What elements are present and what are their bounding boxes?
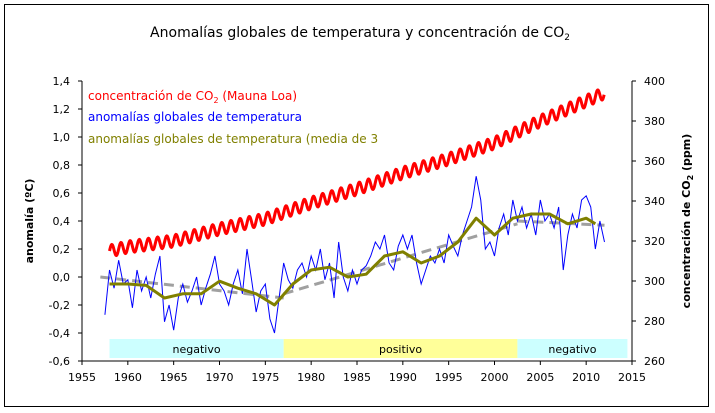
- y2-tick-label: 260: [644, 355, 665, 368]
- legend-temperature-mean: anomalías globales de temperatura (media…: [88, 132, 378, 146]
- x-tick-label: 2000: [481, 371, 509, 384]
- trend-segment-2: [517, 219, 605, 227]
- x-tick-label: 1965: [160, 371, 188, 384]
- band-label-0: negativo: [173, 343, 221, 356]
- series-temperature-mean: [109, 212, 597, 307]
- y2-tick-label: 280: [644, 315, 665, 328]
- y-axis-label: anomalía (ºC): [23, 179, 36, 264]
- y2-tick-label: 320: [644, 235, 665, 248]
- chart-title: Anomalías globales de temperatura y conc…: [150, 25, 570, 43]
- x-tick-label: 2010: [572, 371, 600, 384]
- x-tick-label: 1980: [297, 371, 325, 384]
- band-label-2: negativo: [548, 343, 596, 356]
- y2-tick-label: 400: [644, 75, 665, 88]
- y-tick-label: 0,8: [53, 159, 71, 172]
- band-1: [283, 339, 518, 358]
- x-tick-label: 1975: [251, 371, 279, 384]
- legend-co2: concentración de CO2 (Mauna Loa): [88, 89, 297, 105]
- y-tick-label: 1,2: [53, 103, 71, 116]
- y-tick-label: 1,0: [53, 131, 71, 144]
- band-label-1: positivo: [379, 343, 422, 356]
- y-tick-label: 0,4: [53, 215, 71, 228]
- y-tick-label: 0,6: [53, 187, 71, 200]
- x-tick-label: 1955: [68, 371, 96, 384]
- series-temperature: [104, 176, 605, 334]
- legend: concentración de CO2 (Mauna Loa) anomalí…: [88, 89, 378, 146]
- y2-tick-label: 360: [644, 155, 665, 168]
- y-tick-label: 1,4: [53, 75, 71, 88]
- trend-segment-1: [283, 222, 518, 296]
- x-tick-label: 1995: [435, 371, 463, 384]
- band-2: [517, 339, 628, 358]
- y-tick-label: 0,2: [53, 243, 71, 256]
- series-co2: [108, 88, 606, 258]
- x-tick-label: 2015: [618, 371, 646, 384]
- legend-temperature: anomalías globales de temperatura: [88, 110, 302, 124]
- x-tick-label: 2005: [526, 371, 554, 384]
- y2-tick-label: 340: [644, 195, 665, 208]
- x-tick-label: 1970: [206, 371, 234, 384]
- band-0: [109, 339, 284, 358]
- x-tick-label: 1960: [114, 371, 142, 384]
- y-tick-label: 0,0: [53, 271, 71, 284]
- y2-tick-label: 380: [644, 115, 665, 128]
- trend-segment-0: [100, 275, 284, 300]
- y-tick-label: -0,2: [49, 299, 70, 312]
- y-tick-label: -0,4: [49, 327, 70, 340]
- x-tick-label: 1985: [343, 371, 371, 384]
- x-tick-label: 1990: [389, 371, 417, 384]
- y-tick-label: -0,6: [49, 355, 70, 368]
- y2-axis-label: concentración de CO2 (ppm): [680, 134, 695, 309]
- y2-tick-label: 300: [644, 275, 665, 288]
- chart-frame: [4, 4, 709, 407]
